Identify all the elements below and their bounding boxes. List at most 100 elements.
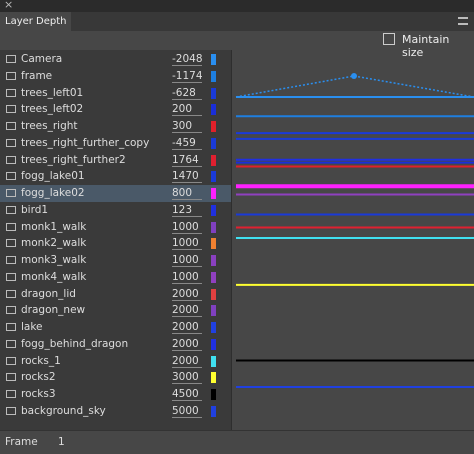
layer-icon (6, 189, 16, 197)
layer-row[interactable]: lake 2000 (0, 319, 231, 336)
layer-row[interactable]: trees_right_further2 1764 (0, 152, 231, 169)
layer-depth: 2000 (172, 304, 202, 318)
layer-name: rocks_1 (21, 354, 61, 367)
layer-name: monk3_walk (21, 254, 87, 266)
layer-color (211, 405, 216, 417)
layer-depth: 300 (172, 120, 202, 133)
camera-point (351, 73, 357, 79)
layer-color (211, 171, 216, 183)
layer-depth: 1000 (172, 237, 202, 251)
layer-row[interactable]: background_sky 5000 (0, 403, 231, 420)
layer-color (211, 322, 216, 333)
layer-row[interactable]: monk1_walk 1000 (0, 219, 231, 236)
layer-depth: 4500 (172, 388, 202, 401)
layer-color (211, 305, 216, 317)
layer-name: background_sky (21, 404, 106, 417)
layer-icon (6, 323, 16, 331)
close-button[interactable]: × (4, 0, 14, 11)
layer-icon (6, 155, 16, 164)
layer-row[interactable]: fogg_behind_dragon 2000 (0, 336, 231, 353)
maintain-icon[interactable] (383, 33, 395, 45)
layer-depth: 1000 (172, 254, 202, 267)
camera-frustum (235, 75, 474, 98)
layer-color (211, 54, 216, 65)
layer-color (211, 389, 216, 400)
layer-icon (6, 306, 16, 315)
layer-row[interactable]: trees_right 300 (0, 118, 231, 135)
layer-row[interactable]: trees_left02 200 (0, 101, 231, 118)
layer-row[interactable]: monk3_walk 1000 (0, 252, 231, 269)
layer-depth: 800 (172, 187, 202, 200)
layer-name: lake (21, 321, 43, 333)
layer-color (211, 255, 216, 266)
layer-color (211, 238, 216, 250)
layer-depth: 123 (172, 204, 202, 217)
layer-icon (6, 356, 16, 365)
layer-color (211, 221, 216, 233)
layer-depth: 1000 (172, 221, 202, 234)
layer-row[interactable]: monk2_walk 1000 (0, 235, 231, 252)
layer-row[interactable]: trees_left01 -628 (0, 85, 231, 102)
layer-name: fogg_lake01 (21, 170, 85, 183)
layer-depth: -628 (172, 87, 202, 100)
layer-list: Camera -2048 frame -1174 trees_left01 -628 tre… (0, 50, 232, 430)
layer-icon (6, 55, 16, 63)
depth-view (235, 73, 474, 388)
layer-icon (6, 138, 16, 147)
layer-depth: 1764 (172, 154, 202, 167)
layer-icon (6, 390, 16, 398)
layer-row[interactable]: fogg_lake01 1470 (0, 168, 231, 185)
layer-name: trees_left01 (21, 86, 84, 99)
layer-depth: 2000 (172, 355, 202, 368)
layer-icon (6, 272, 16, 281)
layer-row[interactable]: bird1 123 (0, 202, 231, 219)
frame-value: 1 (58, 436, 65, 448)
layer-name: monk1_walk (21, 220, 87, 233)
layer-row[interactable]: rocks_1 2000 (0, 353, 231, 370)
layer-color (211, 338, 216, 350)
layer-color (211, 355, 216, 367)
layer-icon (6, 289, 16, 298)
layer-color (211, 137, 216, 149)
layer-depth: 3000 (172, 371, 202, 385)
layer-name: trees_left02 (21, 103, 84, 116)
layer-row[interactable]: trees_right_further_copy -459 (0, 135, 231, 152)
layer-icon (6, 222, 16, 231)
frame-label: Frame (5, 436, 38, 448)
menu-icon[interactable] (458, 17, 468, 25)
layer-row[interactable]: rocks2 3000 (0, 369, 231, 386)
layer-name: rocks3 (21, 388, 56, 400)
layer-row[interactable]: Camera -2048 (0, 51, 231, 68)
layer-name: frame (21, 69, 53, 82)
tab-bar: Layer Depth (0, 12, 474, 31)
layer-row[interactable]: fogg_lake02 800 (0, 185, 231, 202)
layer-row[interactable]: dragon_new 2000 (0, 302, 231, 319)
layer-row[interactable]: monk4_walk 1000 (0, 269, 231, 286)
layer-icon (6, 122, 16, 130)
layer-icon (6, 205, 16, 214)
layer-icon (6, 339, 16, 348)
layer-name: Camera (21, 53, 63, 65)
layer-name: monk4_walk (21, 270, 87, 283)
layer-color (211, 104, 216, 116)
layer-depth: 1000 (172, 271, 202, 284)
layer-name: dragon_lid (21, 287, 76, 300)
layer-row[interactable]: dragon_lid 2000 (0, 286, 231, 303)
layer-color (211, 372, 216, 384)
layer-name: bird1 (21, 203, 49, 216)
maintain-label[interactable]: Maintain size (402, 33, 450, 59)
layer-depth: 5000 (172, 405, 202, 418)
layer-depth: 1470 (172, 170, 202, 184)
layer-name: trees_right (21, 120, 78, 132)
layer-color (211, 288, 216, 300)
layer-color (211, 154, 216, 166)
layer-color (211, 121, 216, 132)
layer-depth: 200 (172, 103, 202, 117)
layer-row[interactable]: rocks3 4500 (0, 386, 231, 403)
layer-color (211, 87, 216, 99)
layer-row[interactable]: frame -1174 (0, 68, 231, 85)
tab[interactable]: Layer Depth (0, 12, 71, 31)
layer-color (211, 188, 216, 199)
layer-name: rocks2 (21, 371, 56, 384)
